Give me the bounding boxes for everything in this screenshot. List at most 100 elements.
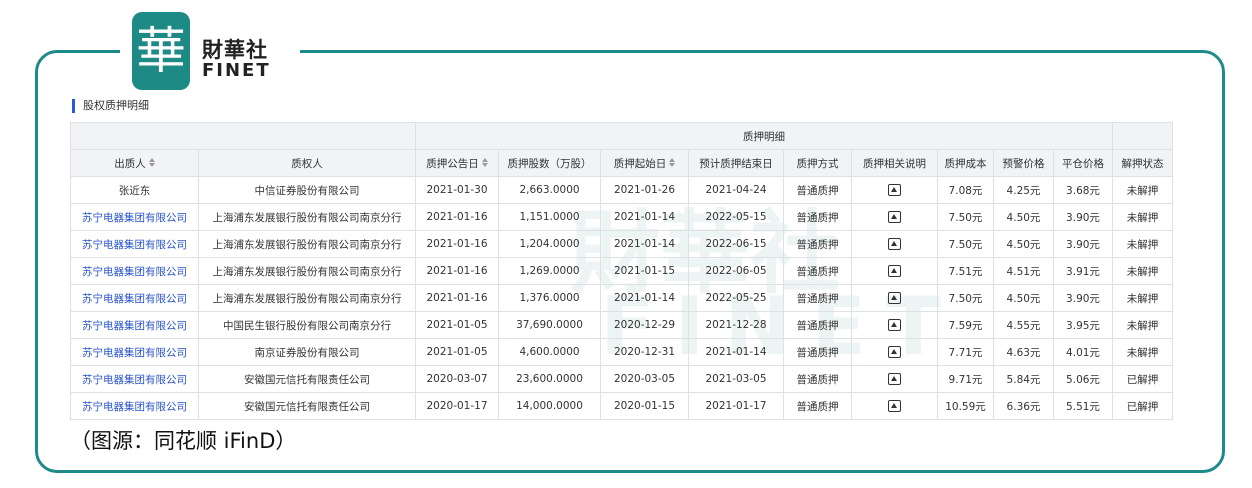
description-cell — [851, 203, 938, 231]
column-header: 质押相关说明 — [851, 149, 938, 177]
cell: 中国民生银行股份有限公司南京分行 — [198, 311, 416, 339]
header-row: 出质人 质权人 质押公告日 质押股数（万股） 质押起始日 预计质押结束日 质押方式 质押相关说… — [70, 149, 1173, 177]
description-icon[interactable] — [888, 184, 901, 196]
pledge-table: 质押明细 出质人 质权人 质押公告日 质押股数（万股） 质押起始日 预计质押结束日 质押方式 质… — [70, 122, 1173, 420]
cell: 3.90元 — [1053, 230, 1113, 258]
cell: 2021-01-15 — [600, 257, 689, 285]
pledgor-cell[interactable]: 苏宁电器集团有限公司 — [70, 203, 199, 231]
cell: 安徽国元信托有限责任公司 — [198, 365, 416, 393]
cell: 安徽国元信托有限责任公司 — [198, 392, 416, 420]
cell: 2020-03-07 — [415, 365, 499, 393]
column-header-text: 质押成本 — [944, 157, 987, 170]
data-row: 苏宁电器集团有限公司 上海浦东发展银行股份有限公司南京分行 2021-01-16 1,… — [70, 203, 1173, 231]
cell: 未解押 — [1112, 284, 1173, 312]
column-header-text: 预警价格 — [1002, 157, 1045, 170]
cell: 2020-01-17 — [415, 392, 499, 420]
column-header[interactable]: 质押起始日 — [600, 149, 689, 177]
cell: 7.51元 — [937, 257, 994, 285]
cell: 2020-12-29 — [600, 311, 689, 339]
cell: 普通质押 — [783, 176, 852, 204]
cell: 5.06元 — [1053, 365, 1113, 393]
column-header: 质押方式 — [783, 149, 852, 177]
sort-icon[interactable] — [148, 157, 155, 170]
column-header-text: 质权人 — [291, 157, 323, 170]
cell: 7.50元 — [937, 230, 994, 258]
cell: 2021-01-05 — [415, 338, 499, 366]
cell: 2021-01-14 — [600, 230, 689, 258]
cell: 4.50元 — [993, 284, 1054, 312]
cell: 普通质押 — [783, 230, 852, 258]
data-row: 苏宁电器集团有限公司 安徽国元信托有限责任公司 2020-01-17 14,000.0… — [70, 392, 1173, 420]
cell: 2022-05-25 — [688, 284, 784, 312]
cell: 4.50元 — [993, 230, 1054, 258]
pledgor-cell[interactable]: 苏宁电器集团有限公司 — [70, 365, 199, 393]
data-row: 苏宁电器集团有限公司 安徽国元信托有限责任公司 2020-03-07 23,600.0… — [70, 365, 1173, 393]
cell: 未解押 — [1112, 176, 1173, 204]
column-header[interactable]: 出质人 — [70, 149, 199, 177]
cell: 2021-01-05 — [415, 311, 499, 339]
cell: 上海浦东发展银行股份有限公司南京分行 — [198, 284, 416, 312]
description-icon[interactable] — [888, 292, 901, 304]
cell: 2021-01-14 — [600, 203, 689, 231]
data-row: 张近东 中信证券股份有限公司 2021-01-30 2,663.0000 2021-01… — [70, 176, 1173, 204]
cell: 1,151.0000 — [498, 203, 601, 231]
cell: 上海浦东发展银行股份有限公司南京分行 — [198, 230, 416, 258]
cell: 1,376.0000 — [498, 284, 601, 312]
description-cell — [851, 365, 938, 393]
cell: 普通质押 — [783, 365, 852, 393]
pledgor-cell[interactable]: 苏宁电器集团有限公司 — [70, 392, 199, 420]
sort-icon[interactable] — [669, 157, 676, 170]
cell: 2021-01-16 — [415, 257, 499, 285]
cell: 23,600.0000 — [498, 365, 601, 393]
cell: 4.50元 — [993, 203, 1054, 231]
cell: 1,204.0000 — [498, 230, 601, 258]
cell: 2020-12-31 — [600, 338, 689, 366]
cell: 2021-04-24 — [688, 176, 784, 204]
cell: 3.95元 — [1053, 311, 1113, 339]
cell: 南京证券股份有限公司 — [198, 338, 416, 366]
column-header: 预计质押结束日 — [688, 149, 784, 177]
cell: 4,600.0000 — [498, 338, 601, 366]
cell: 5.51元 — [1053, 392, 1113, 420]
description-icon[interactable] — [888, 319, 901, 331]
cell: 未解押 — [1112, 311, 1173, 339]
pledgor-cell[interactable]: 苏宁电器集团有限公司 — [70, 284, 199, 312]
pledgor-cell[interactable]: 苏宁电器集团有限公司 — [70, 230, 199, 258]
column-header-text: 质押相关说明 — [863, 157, 926, 170]
pledgor-cell[interactable]: 苏宁电器集团有限公司 — [70, 257, 199, 285]
description-cell — [851, 176, 938, 204]
cell: 2,663.0000 — [498, 176, 601, 204]
data-row: 苏宁电器集团有限公司 上海浦东发展银行股份有限公司南京分行 2021-01-16 1,… — [70, 284, 1173, 312]
sort-icon[interactable] — [481, 157, 488, 170]
description-icon[interactable] — [888, 400, 901, 412]
cell: 上海浦东发展银行股份有限公司南京分行 — [198, 257, 416, 285]
column-header: 质押成本 — [937, 149, 994, 177]
cell: 已解押 — [1112, 392, 1173, 420]
pledgor-cell[interactable]: 苏宁电器集团有限公司 — [70, 338, 199, 366]
column-header[interactable]: 质押公告日 — [415, 149, 499, 177]
description-cell — [851, 338, 938, 366]
cell: 7.59元 — [937, 311, 994, 339]
blank-cell — [70, 122, 416, 150]
cell: 2021-01-26 — [600, 176, 689, 204]
cell: 未解押 — [1112, 230, 1173, 258]
source-note: （图源：同花顺 iFinD） — [70, 429, 297, 453]
cell: 4.55元 — [993, 311, 1054, 339]
cell: 2021-01-14 — [688, 338, 784, 366]
cell: 7.08元 — [937, 176, 994, 204]
description-icon[interactable] — [888, 238, 901, 250]
column-header-text: 质押股数（万股） — [507, 157, 592, 170]
cell: 4.01元 — [1053, 338, 1113, 366]
description-icon[interactable] — [888, 265, 901, 277]
cell: 7.50元 — [937, 203, 994, 231]
cell: 2021-01-16 — [415, 284, 499, 312]
column-header-text: 质押起始日 — [613, 157, 667, 170]
description-icon[interactable] — [888, 346, 901, 358]
description-icon[interactable] — [888, 211, 901, 223]
description-icon[interactable] — [888, 373, 901, 385]
description-cell — [851, 392, 938, 420]
cell: 已解押 — [1112, 365, 1173, 393]
pledgor-cell[interactable]: 苏宁电器集团有限公司 — [70, 311, 199, 339]
cell: 3.91元 — [1053, 257, 1113, 285]
cell: 2022-05-15 — [688, 203, 784, 231]
